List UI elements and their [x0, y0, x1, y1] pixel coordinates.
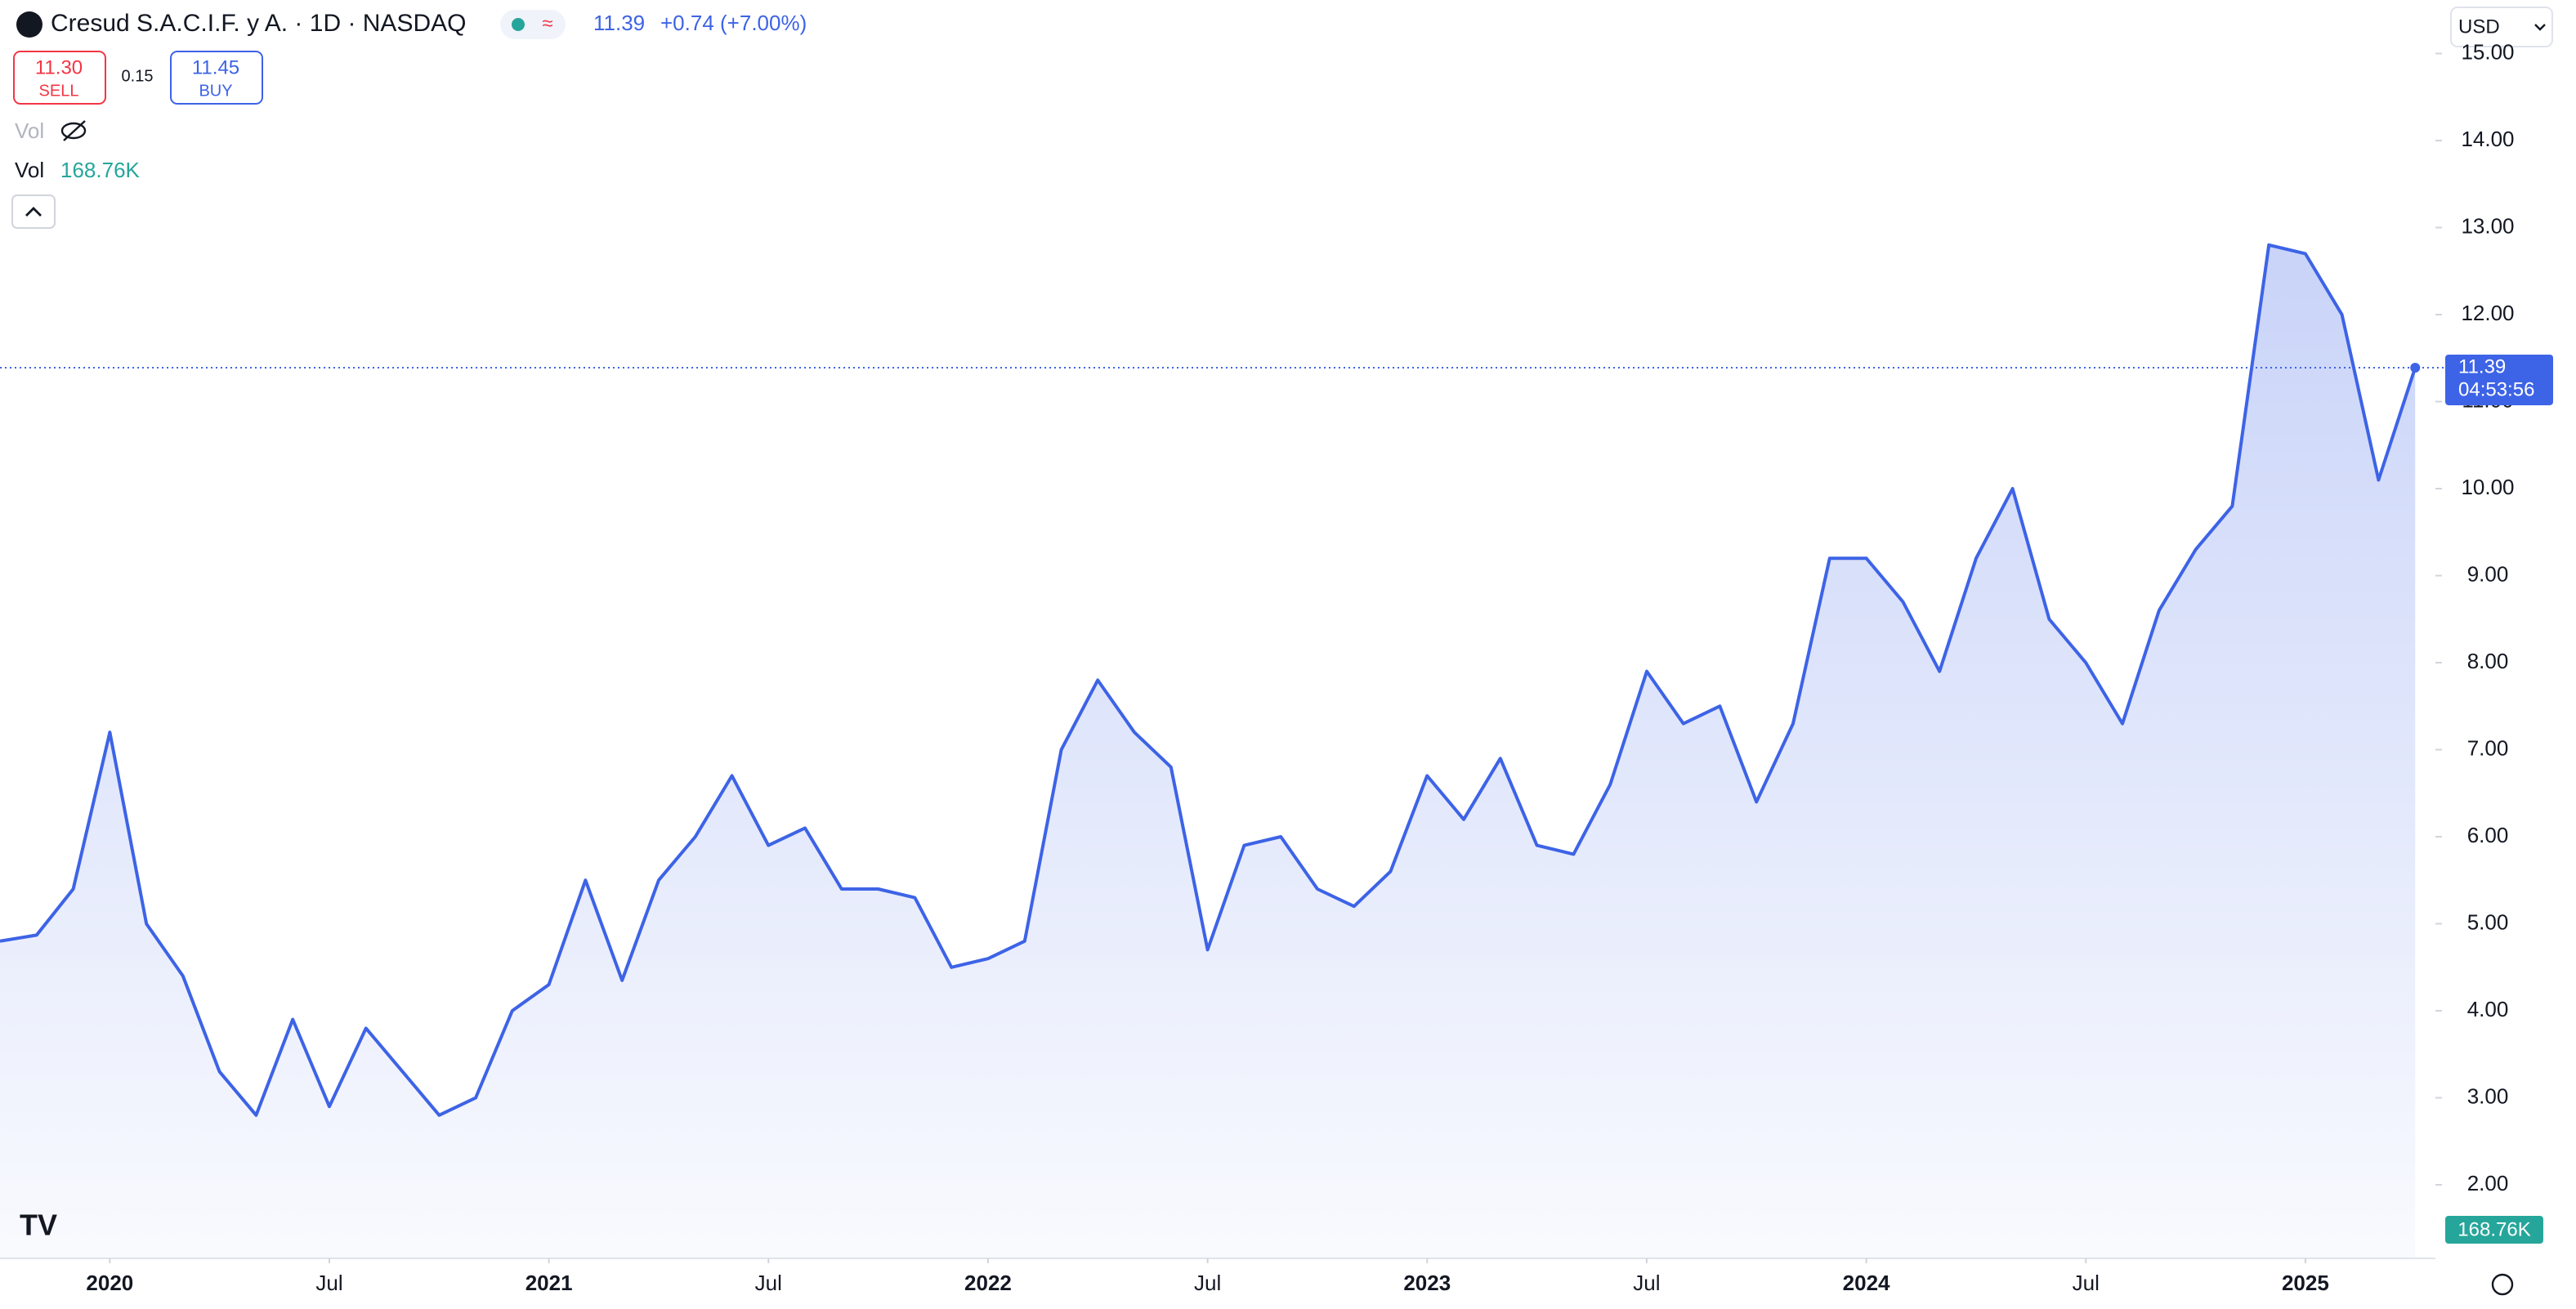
sell-price: 11.30 [35, 56, 83, 78]
countdown: 04:53:56 [2458, 378, 2534, 400]
currency: USD [2458, 16, 2500, 38]
buy-price: 11.45 [192, 56, 239, 78]
plot-area [0, 243, 2445, 1258]
volume-badge [2445, 1216, 2543, 1244]
y-tick-label: 7.00 [2467, 735, 2509, 760]
price-line [0, 243, 2417, 1117]
tv-logo: TV [20, 1208, 57, 1242]
x-tick-label: Jul [315, 1271, 342, 1295]
sell-button[interactable] [13, 51, 106, 105]
currency-caret [2534, 24, 2546, 31]
x-tick-label: Jul [1194, 1271, 1221, 1295]
market-status [512, 18, 525, 31]
vol-value: 168.76K [60, 158, 141, 182]
hide-icon-slash [63, 120, 86, 141]
status-icon: ≈ [542, 12, 552, 34]
last-price-label: 11.39 [2458, 355, 2506, 378]
area-fill [0, 244, 2416, 1258]
spread: 0.15 [122, 67, 154, 85]
hide-icon[interactable] [60, 122, 87, 140]
y-tick-label: 10.00 [2461, 475, 2514, 499]
header-price: 11.39 [593, 11, 645, 35]
x-tick-label: 2022 [964, 1271, 1012, 1295]
y-tick-label: 3.00 [2467, 1083, 2509, 1108]
sell-label: SELL [39, 82, 79, 100]
y-tick-label: 4.00 [2467, 997, 2509, 1021]
y-tick-label: 6.00 [2467, 823, 2509, 847]
vol-label: Vol [15, 158, 44, 182]
collapse-button[interactable] [11, 194, 56, 229]
y-tick-label: 9.00 [2467, 561, 2509, 586]
header-change: +0.74 (+7.00%) [660, 11, 807, 35]
last-point [2410, 362, 2421, 373]
x-tick-label: 2020 [86, 1271, 133, 1295]
y-tick-label: 14.00 [2461, 127, 2514, 151]
currency-select[interactable] [2450, 7, 2553, 47]
collapse-icon [25, 207, 42, 217]
y-tick-label: 12.00 [2461, 301, 2514, 325]
y-tick-label: 5.00 [2467, 909, 2509, 934]
x-tick-label: 2024 [1843, 1271, 1890, 1295]
x-tick-label: Jul [755, 1271, 782, 1295]
x-tick-label: 2021 [525, 1271, 573, 1295]
buy-button[interactable] [170, 51, 263, 105]
symbol-title: Cresud S.A.C.I.F. y A. · 1D · NASDAQ [51, 10, 466, 37]
last-price-badge [2445, 354, 2553, 405]
volume-badge-label: 168.76K [2457, 1218, 2530, 1240]
y-tick-label: 8.00 [2467, 649, 2509, 673]
x-tick-label: 2025 [2282, 1271, 2329, 1295]
x-tick-label: Jul [1633, 1271, 1660, 1295]
status-pill [500, 10, 566, 39]
x-tick-label: Jul [2073, 1271, 2100, 1295]
symbol-logo [16, 11, 42, 38]
vol-toggle[interactable]: Vol [15, 118, 44, 143]
settings-icon[interactable] [2491, 1273, 2514, 1296]
buy-label: BUY [199, 82, 232, 100]
y-tick-label: 2.00 [2467, 1171, 2509, 1195]
y-tick-label: 15.00 [2461, 39, 2514, 64]
x-tick-label: 2023 [1403, 1271, 1451, 1295]
y-tick-label: 13.00 [2461, 213, 2514, 238]
